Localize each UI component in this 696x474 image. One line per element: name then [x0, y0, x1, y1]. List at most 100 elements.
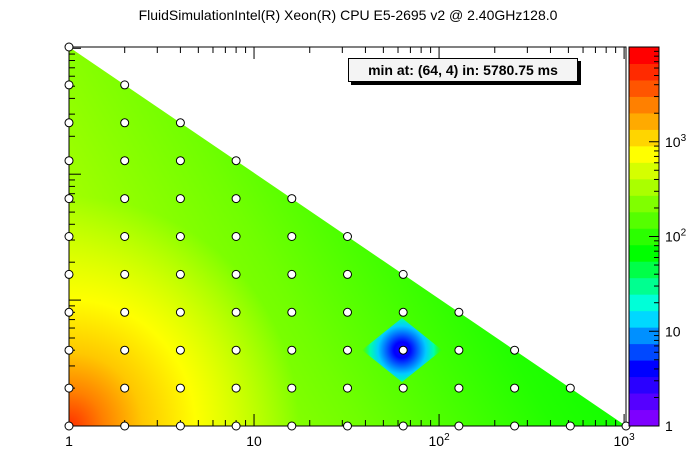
data-point — [231, 194, 241, 204]
x-tick-label: 102 — [428, 432, 450, 449]
x-tick-label: 10 — [246, 433, 262, 449]
data-point — [120, 194, 130, 204]
data-point — [120, 383, 130, 393]
colorbar-band — [629, 343, 659, 361]
colorbar-tick-label: 102 — [665, 228, 687, 245]
data-point — [398, 345, 408, 355]
data-point — [231, 383, 241, 393]
chart-title: FluidSimulationIntel(R) Xeon(R) CPU E5-2… — [138, 7, 558, 23]
data-point — [175, 383, 185, 393]
data-points — [64, 42, 631, 431]
data-point — [287, 269, 297, 279]
colorbar-band — [629, 277, 659, 295]
data-point — [287, 421, 297, 431]
data-point — [287, 232, 297, 241]
colorbar-band — [629, 96, 659, 114]
data-point — [120, 156, 130, 166]
colorbar-band — [629, 310, 659, 328]
data-point — [64, 80, 74, 90]
data-point — [120, 118, 130, 128]
colorbar-band — [629, 63, 659, 81]
x-tick-label: 103 — [614, 432, 636, 449]
data-point — [231, 421, 241, 431]
data-point — [175, 156, 185, 166]
data-point — [120, 421, 130, 431]
colorbar-band — [629, 409, 659, 427]
data-point — [343, 269, 352, 279]
data-point — [398, 307, 408, 317]
data-point — [64, 118, 74, 128]
colorbar-band — [629, 112, 659, 130]
colorbar-band — [629, 376, 659, 394]
data-point — [510, 383, 520, 393]
colorbar-band — [629, 294, 659, 312]
colorbar-band — [629, 228, 659, 246]
colorbar-band — [629, 244, 659, 262]
colorbar-band — [629, 178, 659, 196]
data-point — [510, 345, 520, 355]
data-point — [343, 232, 352, 241]
data-point — [231, 307, 241, 317]
colorbar — [629, 47, 659, 427]
colorbar-tick-label: 1 — [665, 418, 673, 434]
data-point — [287, 307, 297, 317]
data-point — [343, 421, 352, 431]
data-point — [287, 345, 297, 355]
data-point — [454, 383, 464, 393]
data-point — [343, 383, 352, 393]
colorbar-tick-label: 10 — [665, 323, 681, 339]
colorbar-band — [629, 393, 659, 411]
data-point — [64, 42, 74, 52]
data-point — [64, 383, 74, 393]
colorbar-band — [629, 162, 659, 180]
colorbar-axis: 1 10 102 103 — [649, 50, 687, 434]
data-point — [64, 156, 74, 166]
data-point — [175, 421, 185, 431]
data-point — [120, 232, 130, 241]
colorbar-band — [629, 145, 659, 163]
data-point — [231, 345, 241, 355]
data-point — [231, 269, 241, 279]
data-point — [175, 232, 185, 241]
colorbar-band — [629, 211, 659, 229]
data-point — [343, 307, 352, 317]
data-point — [175, 345, 185, 355]
colorbar-band — [629, 129, 659, 147]
minimum-annotation: min at: (64, 4) in: 5780.75 ms — [348, 58, 578, 82]
colorbar-band — [629, 79, 659, 97]
colorbar-band — [629, 47, 659, 64]
colorbar-band — [629, 195, 659, 213]
data-point — [64, 307, 74, 317]
data-point — [64, 269, 74, 279]
data-point — [231, 232, 241, 241]
data-point — [454, 345, 464, 355]
data-point — [120, 269, 130, 279]
data-point — [64, 194, 74, 204]
data-point — [565, 421, 575, 431]
data-point — [175, 307, 185, 317]
data-point — [398, 269, 408, 279]
colorbar-band — [629, 261, 659, 279]
data-point — [175, 194, 185, 204]
data-point — [454, 421, 464, 431]
data-point — [120, 80, 130, 90]
data-point — [454, 307, 464, 317]
x-tick-label: 1 — [65, 433, 73, 449]
data-point — [120, 345, 130, 355]
data-point — [231, 156, 241, 166]
data-point — [64, 232, 74, 241]
data-point — [343, 345, 352, 355]
data-point — [64, 421, 74, 431]
data-point — [64, 345, 74, 355]
data-point — [565, 383, 575, 393]
colorbar-band — [629, 360, 659, 378]
colorbar-tick-label: 103 — [665, 133, 687, 150]
data-point — [175, 118, 185, 128]
data-point — [175, 269, 185, 279]
data-point — [287, 194, 297, 204]
data-point — [398, 383, 408, 393]
data-point — [120, 307, 130, 317]
data-point — [287, 383, 297, 393]
data-point — [510, 421, 520, 431]
